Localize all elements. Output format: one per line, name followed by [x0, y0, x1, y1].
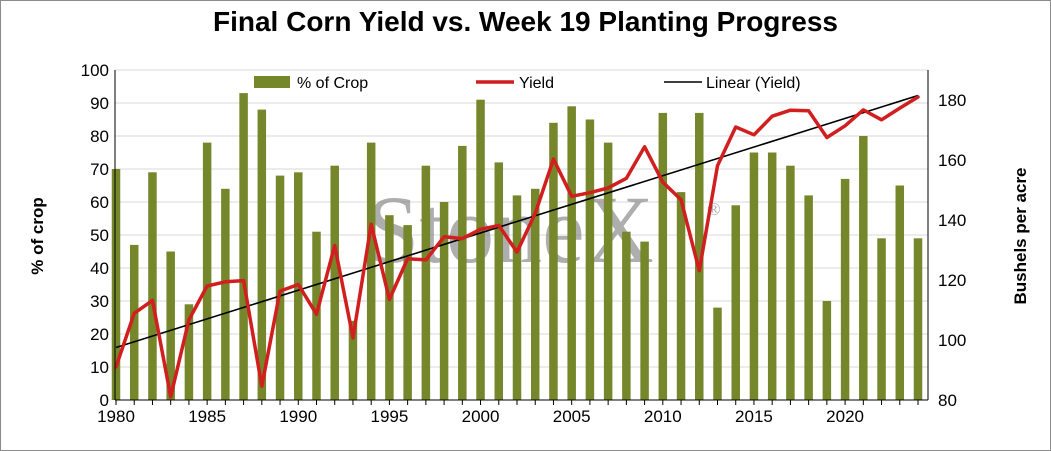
bar-2010: [658, 112, 668, 401]
y2-tick-label-180: 180: [938, 91, 966, 110]
legend-swatch-crop: [254, 76, 290, 88]
bars-series: [111, 93, 923, 401]
x-tick-label-2020: 2020: [826, 407, 864, 426]
y-tick-label-80: 80: [90, 127, 109, 146]
bar-1994: [366, 142, 376, 400]
bar-1983: [166, 251, 175, 400]
bar-2001: [494, 162, 504, 400]
x-tick-label-2005: 2005: [553, 407, 591, 426]
y-tick-label-40: 40: [90, 259, 109, 278]
bar-2005: [567, 106, 576, 401]
bar-2000: [476, 99, 485, 400]
bar-2003: [530, 188, 540, 400]
tick-labels: 0 10 20 30 40 50 60 70 80 90 100 80 100 120 140 160 180 1…: [81, 61, 967, 426]
chart-title: Final Corn Yield vs. Week 19 Planting Pr…: [212, 6, 839, 37]
bar-2018: [804, 195, 813, 400]
bar-2009: [640, 241, 649, 400]
y-tick-label-100: 100: [81, 61, 109, 80]
bar-2019: [822, 301, 832, 400]
x-tick-label-1980: 1980: [97, 407, 135, 426]
y-tick-label-60: 60: [90, 193, 109, 212]
y2-tick-label-80: 80: [938, 391, 957, 410]
bar-2021: [859, 136, 868, 400]
bar-1985: [202, 142, 212, 400]
bar-1981: [129, 244, 139, 400]
y-tick-label-90: 90: [90, 94, 109, 113]
bar-1993: [348, 320, 358, 400]
x-tick-label-2000: 2000: [462, 407, 500, 426]
bar-2006: [585, 119, 595, 400]
bar-1980: [111, 169, 121, 400]
axes: [114, 70, 929, 405]
bar-1996: [403, 225, 412, 400]
bar-2024: [913, 238, 923, 400]
y-tick-label-10: 10: [90, 358, 109, 377]
x-tick-label-2015: 2015: [735, 407, 773, 426]
bar-1982: [148, 172, 157, 400]
bar-1984: [184, 304, 194, 400]
bar-2017: [786, 165, 795, 400]
bar-1988: [257, 109, 267, 400]
bar-2004: [549, 122, 558, 401]
y2-tick-label-100: 100: [938, 331, 966, 350]
bar-1987: [239, 93, 248, 400]
bar-2013: [713, 307, 722, 400]
bar-2020: [840, 178, 850, 400]
bar-2023: [895, 185, 905, 400]
yield-line: [114, 95, 920, 399]
bar-2014: [731, 205, 740, 400]
x-tick-label-1990: 1990: [279, 407, 317, 426]
y-tick-label-20: 20: [90, 325, 109, 344]
bar-1999: [458, 145, 467, 400]
bar-2011: [676, 192, 686, 400]
y-tick-label-0: 0: [100, 391, 109, 410]
bar-2012: [695, 112, 704, 401]
bar-1995: [385, 215, 394, 400]
y-tick-label-50: 50: [90, 226, 109, 245]
bar-1997: [421, 165, 431, 400]
bar-2022: [877, 238, 886, 400]
legend: % of Crop Yield Linear (Yield): [254, 75, 801, 92]
x-tick-label-2010: 2010: [644, 407, 682, 426]
y-axis-label: % of crop: [28, 197, 47, 274]
y2-tick-label-120: 120: [938, 271, 966, 290]
bar-1986: [221, 188, 230, 400]
legend-label-yield: Yield: [519, 75, 554, 92]
legend-label-trend: Linear (Yield): [706, 75, 801, 92]
bar-2007: [603, 142, 613, 400]
y-tick-label-30: 30: [90, 292, 109, 311]
x-tick-label-1985: 1985: [188, 407, 226, 426]
bar-2008: [622, 231, 631, 400]
bar-2002: [512, 195, 522, 400]
yield-series: [114, 95, 920, 399]
y-tick-label-70: 70: [90, 160, 109, 179]
bar-1998: [439, 202, 449, 400]
bar-1992: [330, 165, 339, 400]
bar-1989: [275, 175, 285, 400]
legend-label-crop: % of Crop: [297, 75, 368, 92]
y2-tick-label-140: 140: [938, 211, 966, 230]
bar-2016: [767, 152, 777, 400]
y2-axis-label: Bushels per acre: [1011, 167, 1030, 304]
bar-2015: [749, 152, 759, 400]
x-tick-label-1995: 1995: [370, 407, 408, 426]
y2-tick-label-160: 160: [938, 151, 966, 170]
